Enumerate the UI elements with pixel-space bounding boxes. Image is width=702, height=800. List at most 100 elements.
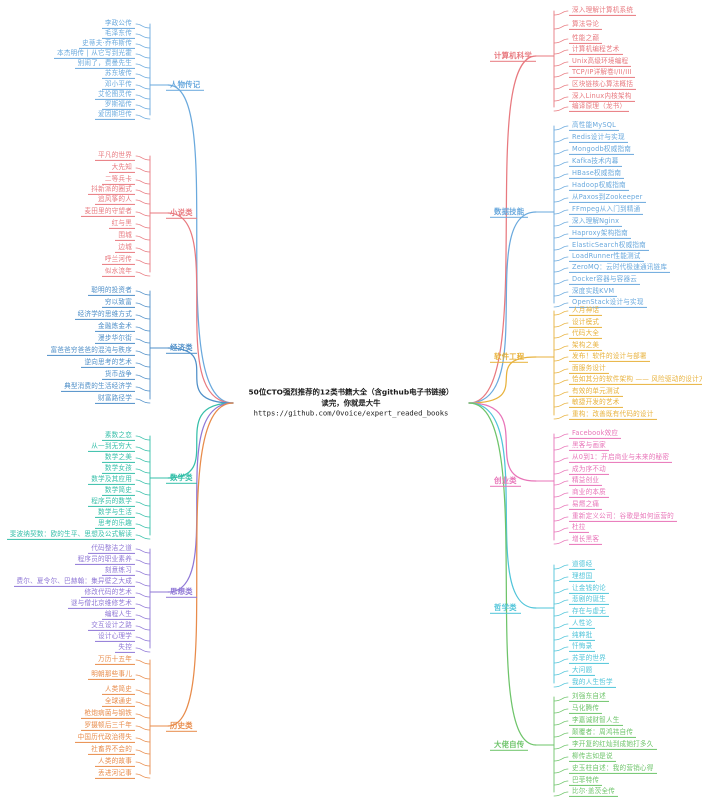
- branch-sixiang[interactable]: 思想类: [166, 586, 197, 599]
- leaf-node[interactable]: 面服务设计: [569, 364, 609, 375]
- leaf-node[interactable]: 人性论: [569, 619, 596, 630]
- branch-shuju-jineng[interactable]: 数据技能: [490, 206, 529, 219]
- leaf-node[interactable]: Unix高级环境编程: [569, 57, 632, 68]
- leaf-node[interactable]: 忏悔录: [569, 642, 596, 653]
- leaf-node[interactable]: 代码整洁之道: [88, 544, 135, 555]
- branch-lishi[interactable]: 历史类: [166, 720, 197, 733]
- leaf-node[interactable]: 财富路径学: [95, 394, 135, 405]
- leaf-node[interactable]: 纯粹批: [569, 631, 596, 642]
- leaf-node[interactable]: 从一到无穷大: [88, 442, 135, 453]
- leaf-node[interactable]: ElasticSearch权威指南: [569, 241, 649, 252]
- branch-renwu-zhuanji[interactable]: 人物传记: [166, 79, 205, 92]
- leaf-node[interactable]: 设计模式: [569, 318, 603, 329]
- leaf-node[interactable]: 架构之美: [569, 341, 603, 352]
- leaf-node[interactable]: 重构：改善既有代码的设计: [569, 410, 657, 421]
- leaf-node[interactable]: 从0到1：开启商业与未来的秘密: [569, 453, 673, 464]
- leaf-node[interactable]: 有效的单元测试: [569, 387, 623, 398]
- leaf-node[interactable]: 边城: [115, 243, 135, 254]
- branch-dalao-zizhuan[interactable]: 大佬自传: [490, 739, 529, 752]
- leaf-node[interactable]: 增长黑客: [569, 535, 603, 546]
- leaf-node[interactable]: Facebook效应: [569, 429, 622, 440]
- leaf-node[interactable]: 存在与虚无: [569, 607, 609, 618]
- leaf-node[interactable]: 数学之美: [101, 453, 135, 464]
- leaf-node[interactable]: 红与黑: [108, 219, 135, 230]
- leaf-node[interactable]: 数学女孩: [101, 464, 135, 475]
- leaf-node[interactable]: Kafka技术内幕: [569, 157, 622, 168]
- leaf-node[interactable]: 全球通史: [101, 697, 135, 708]
- leaf-node[interactable]: 从Paxos到Zookeeper: [569, 193, 646, 204]
- leaf-node[interactable]: 麦田里的守望者: [81, 207, 135, 218]
- leaf-node[interactable]: 编译原理（龙书）: [569, 102, 630, 113]
- leaf-node[interactable]: 道德经: [569, 560, 596, 571]
- leaf-node[interactable]: 成为序不动: [569, 465, 609, 476]
- leaf-node[interactable]: 李嘉诚财智人生: [569, 716, 623, 727]
- leaf-node[interactable]: 设计心理学: [95, 632, 135, 643]
- leaf-node[interactable]: 丢进河记事: [95, 769, 135, 780]
- leaf-node[interactable]: 苏东坡传: [101, 69, 135, 80]
- leaf-node[interactable]: 柳传志如是说: [569, 752, 616, 763]
- leaf-node[interactable]: 深入理解计算机系统: [569, 6, 637, 17]
- leaf-node[interactable]: HBase权威指南: [569, 169, 625, 180]
- leaf-node[interactable]: 刻意练习: [101, 566, 135, 577]
- leaf-node[interactable]: 苏菲的世界: [569, 654, 609, 665]
- leaf-node[interactable]: 罗斯福传: [101, 100, 135, 111]
- leaf-node[interactable]: 明朝那些事儿: [88, 670, 135, 681]
- leaf-node[interactable]: 程序员的职业素养: [74, 555, 135, 566]
- leaf-node[interactable]: 修改代码的艺术: [81, 588, 135, 599]
- leaf-node[interactable]: 人类简史: [101, 685, 135, 696]
- leaf-node[interactable]: 深度实践KVM: [569, 287, 618, 298]
- leaf-node[interactable]: 货币战争: [101, 370, 135, 381]
- leaf-node[interactable]: 大先知: [108, 163, 135, 174]
- leaf-node[interactable]: 万历十五年: [95, 655, 135, 666]
- leaf-node[interactable]: 富爸爸穷爸爸的混沌与秩序: [47, 346, 135, 357]
- leaf-node[interactable]: 数学与生活: [95, 508, 135, 519]
- branch-ruanjian-gongcheng[interactable]: 软件工程: [490, 351, 529, 364]
- leaf-node[interactable]: 敏捷开发的艺术: [569, 398, 623, 409]
- leaf-node[interactable]: 失控: [115, 643, 135, 654]
- leaf-node[interactable]: 罗摄顿后三千年: [81, 721, 135, 732]
- leaf-node[interactable]: 艾伦图灵传: [95, 90, 135, 101]
- leaf-node[interactable]: 本杰明传 | 从它写到光霍: [54, 49, 135, 60]
- leaf-node[interactable]: OpenStack设计与实现: [569, 298, 647, 309]
- leaf-node[interactable]: 漫步华尔街: [95, 334, 135, 345]
- leaf-node[interactable]: 程序员的数学: [88, 497, 135, 508]
- leaf-node[interactable]: 金融炼金术: [95, 322, 135, 333]
- leaf-node[interactable]: 经济学的思维方式: [74, 310, 135, 321]
- leaf-node[interactable]: Haproxy架构指南: [569, 229, 631, 240]
- leaf-node[interactable]: FFmpeg从入门到精通: [569, 205, 644, 216]
- leaf-node[interactable]: 交互设计之路: [88, 621, 135, 632]
- leaf-node[interactable]: Redis设计与实现: [569, 133, 628, 144]
- branch-shuxue[interactable]: 数学类: [166, 472, 197, 485]
- leaf-node[interactable]: 人月神话: [569, 306, 603, 317]
- leaf-node[interactable]: 马化腾传: [569, 704, 603, 715]
- leaf-node[interactable]: 黑客与画家: [569, 441, 609, 452]
- leaf-node[interactable]: Mongodb权威指南: [569, 145, 635, 156]
- leaf-node[interactable]: 性能之巅: [569, 34, 603, 45]
- leaf-node[interactable]: 深入理解Nginx: [569, 217, 623, 228]
- leaf-node[interactable]: 精益创业: [569, 476, 603, 487]
- leaf-node[interactable]: 围城: [115, 231, 135, 242]
- leaf-node[interactable]: 让金钱的论: [569, 584, 609, 595]
- leaf-node[interactable]: 数学简史: [101, 486, 135, 497]
- leaf-node[interactable]: 似水流年: [101, 267, 135, 278]
- leaf-node[interactable]: 毛泽东传: [101, 29, 135, 40]
- leaf-node[interactable]: 恰如其分的软件架构 —— 风险驱动的设计方法: [569, 375, 702, 386]
- leaf-node[interactable]: 商业的本质: [569, 488, 609, 499]
- leaf-node[interactable]: 中国历代政治得失: [74, 733, 135, 744]
- leaf-node[interactable]: Hadoop权威指南: [569, 181, 629, 192]
- leaf-node[interactable]: 人类的故事: [95, 757, 135, 768]
- leaf-node[interactable]: 邓小平传: [101, 80, 135, 91]
- leaf-node[interactable]: 编程人生: [101, 610, 135, 621]
- leaf-node[interactable]: 爱因斯坦传: [95, 110, 135, 121]
- leaf-node[interactable]: 费尔、夏令尔、巴赫翰：集异壁之大成: [13, 577, 135, 588]
- leaf-node[interactable]: 我的人生哲学: [569, 678, 616, 689]
- branch-xiaoshuo[interactable]: 小说类: [166, 207, 197, 220]
- leaf-node[interactable]: 区块链核心算法概括: [569, 80, 637, 91]
- leaf-node[interactable]: 谜与僧北京维修艺术: [67, 599, 135, 610]
- branch-chuangye[interactable]: 创业类: [490, 475, 521, 488]
- leaf-node[interactable]: 斐波纳契数：欧的生平、思想及公式解读: [6, 530, 135, 541]
- branch-jisuanji-kexue[interactable]: 计算机科学: [490, 50, 536, 63]
- leaf-node[interactable]: Docker容器与容器云: [569, 275, 641, 286]
- leaf-node[interactable]: 易燃之痛: [569, 500, 603, 511]
- leaf-node[interactable]: 史玉柱自述：我的营销心得: [569, 764, 657, 775]
